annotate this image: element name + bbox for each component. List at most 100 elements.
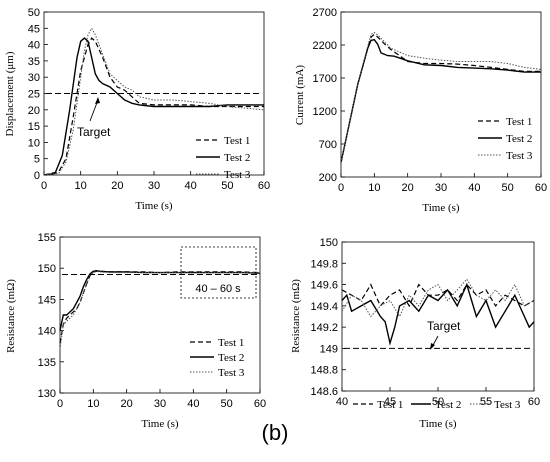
x-tick-label: 45 (384, 396, 396, 408)
legend-label: Test 2 (506, 133, 532, 145)
legend-label: Test 1 (218, 337, 244, 349)
y-tick-label: 155 (38, 232, 56, 244)
legend-label: Test 2 (224, 152, 250, 164)
legend-label: Test 2 (435, 399, 461, 411)
y-tick-label: 148.6 (310, 386, 338, 398)
x-tick-label: 50 (221, 398, 233, 410)
chart-displacement: 0 5 10 15 20 25 30 35 40 45 50 0 10 20 30 40 50 60 Displ… (4, 7, 270, 212)
figure-caption: (b) (261, 420, 289, 445)
y-tick-label: 2700 (313, 7, 337, 19)
series-line (59, 269, 261, 331)
series-line (340, 31, 542, 163)
x-tick-label: 40 (336, 396, 348, 408)
y-axis-label: Resistance (mΩ) (5, 279, 17, 353)
series-line (43, 27, 265, 176)
y-tick-label: 40 (28, 40, 40, 52)
chart-resistance-zoom: 148.6 148.8 149 149.2 149.4 149.6 149.8 150 40 4… (290, 237, 540, 430)
x-tick-label: 20 (111, 180, 123, 192)
x-tick-label: 50 (432, 396, 444, 408)
y-tick-label: 10 (28, 137, 40, 149)
y-tick-label: 149 (320, 343, 338, 355)
series-line (43, 37, 264, 176)
legend-label: Test 1 (506, 116, 532, 128)
y-tick-label: 150 (320, 237, 338, 249)
y-axis-label: Displacement (μm) (4, 51, 16, 136)
y-tick-label: 25 (28, 89, 40, 101)
target-arrow-head (430, 343, 435, 350)
legend-label: Test 3 (224, 169, 251, 181)
x-tick-label: 60 (535, 182, 547, 194)
y-tick-label: 149.2 (310, 322, 338, 334)
x-tick-label: 50 (221, 180, 233, 192)
y-axis-label: Current (mA) (294, 65, 306, 126)
zoom-region-label: 40 – 60 s (195, 283, 241, 295)
y-tick-label: 0 (34, 170, 40, 182)
y-tick-label: 130 (38, 388, 56, 400)
legend: Test 1 Test 2 Test 3 (353, 399, 521, 411)
x-tick-label: 10 (87, 398, 99, 410)
y-tick-label: 148.8 (310, 365, 338, 377)
x-tick-label: 60 (528, 396, 540, 408)
x-tick-label: 40 (468, 182, 480, 194)
x-tick-label: 30 (435, 182, 447, 194)
y-tick-label: 149.6 (310, 280, 338, 292)
target-annotation: Target (77, 125, 111, 139)
y-tick-label: 145 (38, 294, 56, 306)
y-tick-label: 45 (28, 23, 40, 35)
y-tick-label: 35 (28, 56, 40, 68)
y-tick-label: 15 (28, 121, 40, 133)
series-line (341, 283, 535, 308)
legend-label: Test 3 (494, 399, 521, 411)
x-tick-label: 60 (254, 398, 266, 410)
y-tick-label: 149.4 (310, 301, 338, 313)
legend-label: Test 1 (377, 399, 403, 411)
y-tick-label: 1200 (313, 106, 337, 118)
x-tick-label: 50 (502, 182, 514, 194)
x-axis-label: Time (s) (422, 202, 460, 214)
x-tick-label: 20 (402, 182, 414, 194)
series-line (341, 282, 535, 346)
legend-label: Test 3 (218, 367, 245, 379)
series-line (341, 278, 535, 318)
y-tick-label: 140 (38, 326, 56, 338)
chart-resistance: 130 135 140 145 150 155 0 10 20 30 40 50 60 40 – 60… (5, 232, 266, 430)
y-tick-label: 50 (28, 7, 40, 19)
legend-label: Test 1 (224, 135, 250, 147)
legend-label: Test 3 (506, 150, 533, 162)
x-axis-label: Time (s) (419, 418, 457, 430)
y-axis-label: Resistance (mΩ) (290, 279, 302, 353)
series-line (340, 38, 541, 163)
x-tick-label: 0 (338, 182, 344, 194)
y-tick-label: 5 (34, 154, 40, 166)
legend-label: Test 2 (218, 352, 244, 364)
y-tick-label: 150 (38, 263, 56, 275)
x-tick-label: 40 (187, 398, 199, 410)
x-tick-label: 0 (57, 398, 63, 410)
x-axis-label: Time (s) (135, 200, 173, 212)
x-tick-label: 10 (75, 180, 87, 192)
y-tick-label: 149.8 (310, 258, 338, 270)
legend: Test 1 Test 2 Test 3 (478, 116, 533, 162)
y-tick-label: 2200 (313, 40, 337, 52)
x-tick-label: 55 (480, 396, 492, 408)
y-tick-label: 30 (28, 72, 40, 84)
x-tick-label: 40 (185, 180, 197, 192)
y-tick-label: 135 (38, 357, 56, 369)
y-tick-label: 700 (319, 139, 337, 151)
legend: Test 1 Test 2 Test 3 (190, 337, 245, 379)
x-axis-label: Time (s) (141, 418, 179, 430)
y-tick-label: 20 (28, 105, 40, 117)
x-tick-label: 10 (368, 182, 380, 194)
legend: Test 1 Test 2 Test 3 (196, 135, 251, 181)
x-tick-label: 20 (121, 398, 133, 410)
series-line (59, 270, 260, 350)
series-line (43, 37, 264, 176)
zoom-region-box (180, 246, 257, 299)
y-tick-label: 1700 (313, 73, 337, 85)
target-arrow-head (95, 97, 100, 104)
chart-current: 200 700 1200 1700 2200 2700 0 10 20 30 40 50 60 Cur… (294, 7, 547, 214)
x-tick-label: 30 (154, 398, 166, 410)
x-tick-label: 0 (41, 180, 47, 192)
x-tick-label: 30 (148, 180, 160, 192)
